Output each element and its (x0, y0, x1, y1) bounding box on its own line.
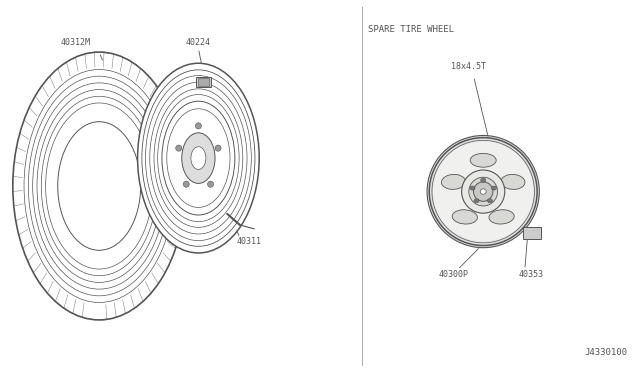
Ellipse shape (501, 174, 525, 189)
Ellipse shape (470, 186, 475, 190)
FancyBboxPatch shape (198, 78, 209, 86)
Ellipse shape (215, 145, 221, 151)
Ellipse shape (470, 153, 496, 167)
Text: 40224: 40224 (186, 38, 211, 46)
Ellipse shape (489, 210, 514, 224)
Ellipse shape (442, 174, 465, 189)
Ellipse shape (469, 177, 497, 206)
Ellipse shape (13, 52, 186, 320)
Ellipse shape (182, 133, 215, 183)
Text: 40300P: 40300P (163, 155, 193, 164)
Ellipse shape (461, 170, 505, 213)
Text: 40312M: 40312M (61, 38, 91, 46)
Text: 40353: 40353 (518, 270, 543, 279)
Ellipse shape (191, 147, 206, 170)
Ellipse shape (492, 186, 497, 190)
Ellipse shape (481, 178, 486, 182)
Ellipse shape (474, 199, 479, 203)
Ellipse shape (138, 63, 259, 253)
Text: SPARE TIRE WHEEL: SPARE TIRE WHEEL (368, 25, 454, 33)
Text: 18x4.5T: 18x4.5T (451, 62, 486, 71)
Ellipse shape (183, 181, 189, 187)
Ellipse shape (487, 199, 492, 203)
Ellipse shape (207, 181, 214, 187)
Ellipse shape (433, 141, 533, 242)
Ellipse shape (452, 210, 477, 224)
Ellipse shape (58, 122, 141, 250)
Text: 40300P: 40300P (438, 270, 468, 279)
Ellipse shape (195, 123, 202, 129)
Ellipse shape (480, 189, 486, 194)
Ellipse shape (427, 135, 540, 248)
Ellipse shape (176, 145, 182, 151)
FancyBboxPatch shape (196, 77, 211, 87)
FancyBboxPatch shape (523, 227, 541, 240)
Ellipse shape (474, 182, 493, 201)
Text: J4330100: J4330100 (584, 348, 627, 357)
Text: 40311: 40311 (237, 237, 262, 246)
